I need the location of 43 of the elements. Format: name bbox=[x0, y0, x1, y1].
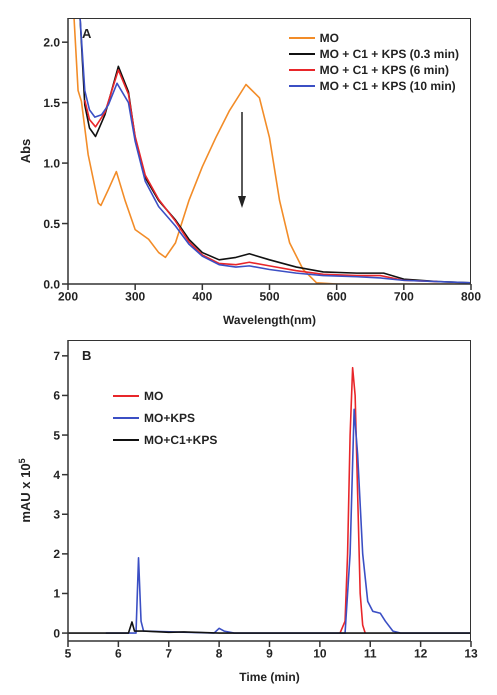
y-tick-label: 1.5 bbox=[43, 96, 60, 110]
x-tick-label: 400 bbox=[192, 290, 213, 304]
x-tick-label: 12 bbox=[414, 646, 428, 661]
y-tick-label: 5 bbox=[53, 428, 60, 442]
x-tick-label: 8 bbox=[216, 646, 223, 661]
annotation: B bbox=[82, 348, 92, 363]
y-tick-label: 2.0 bbox=[43, 35, 60, 50]
x-tick-label: 300 bbox=[125, 290, 146, 304]
y-axis-title: Abs bbox=[18, 138, 33, 164]
x-tick-label: 10 bbox=[313, 646, 327, 661]
y-tick-label: 1.0 bbox=[43, 156, 60, 170]
y-tick-label: 0.0 bbox=[43, 277, 60, 292]
x-tick-label: 200 bbox=[58, 290, 78, 304]
x-tick-label: 11 bbox=[364, 646, 377, 661]
y-tick-label: 3 bbox=[53, 508, 60, 522]
y-tick-label: 0.5 bbox=[43, 216, 60, 231]
legend-label: MO+KPS bbox=[144, 410, 196, 427]
x-tick-label: 9 bbox=[266, 646, 274, 661]
y-tick-label: 1 bbox=[53, 586, 60, 601]
legend-label: MO + C1 + KPS (6 min) bbox=[320, 62, 449, 78]
legend-label: MO + C1 + KPS (0.3 min) bbox=[320, 46, 459, 62]
legend-label: MO + C1 + KPS (10 min) bbox=[320, 78, 456, 94]
y-tick-label: 7 bbox=[53, 349, 60, 364]
line-series bbox=[339, 366, 366, 634]
x-tick-label: 500 bbox=[259, 290, 280, 304]
x-tick-label: 700 bbox=[394, 290, 414, 304]
x-tick-label: 7 bbox=[165, 646, 172, 661]
y-tick-label: 4 bbox=[53, 468, 60, 482]
annotation: A bbox=[82, 26, 92, 41]
legend-label: MO bbox=[144, 388, 164, 405]
y-tick-label: 0 bbox=[53, 626, 60, 640]
x-tick-label: 800 bbox=[460, 290, 482, 304]
y-tick-label: 6 bbox=[53, 388, 60, 403]
line-series bbox=[68, 621, 471, 634]
x-tick-label: 13 bbox=[464, 646, 478, 661]
legend-label: MO+C1+KPS bbox=[144, 432, 218, 449]
legend-label: MO bbox=[320, 30, 339, 46]
x-tick-label: 5 bbox=[64, 646, 72, 661]
y-tick-label: 2 bbox=[53, 547, 60, 562]
x-tick-label: 600 bbox=[326, 290, 347, 304]
x-axis-title: Time (min) bbox=[239, 670, 300, 684]
x-tick-label: 6 bbox=[115, 646, 122, 661]
x-axis-title: Wavelength(nm) bbox=[223, 313, 316, 327]
